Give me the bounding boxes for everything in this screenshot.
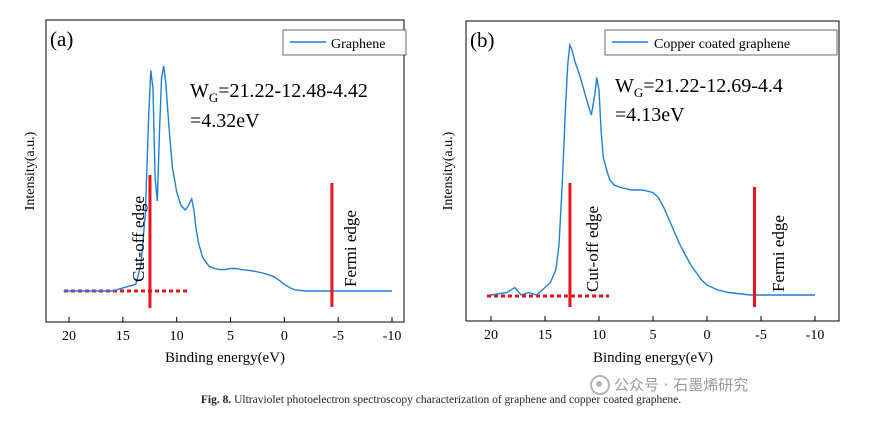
x-tick-label: 0 — [704, 328, 711, 343]
x-tick-label: -10 — [383, 329, 402, 344]
copper-coated-graphene-spectrum-line — [490, 42, 815, 296]
y-axis-label: Intensity(a.u.) — [441, 131, 456, 210]
x-tick-label: 20 — [484, 328, 498, 343]
x-tick-label: 10 — [592, 328, 606, 343]
caption-label: Fig. 8. — [200, 394, 232, 406]
x-tick-label: 5 — [650, 328, 657, 343]
cutoff-edge-label: Cut-off edge — [583, 206, 602, 292]
x-tick-label: 0 — [281, 329, 288, 344]
x-tick-label: -5 — [755, 328, 767, 343]
edge-markers — [568, 183, 757, 307]
fermi-edge-label: Fermi edge — [769, 215, 788, 292]
x-tick-label: 15 — [538, 328, 552, 343]
wechat-icon — [590, 374, 610, 395]
work-function-formula: WG=21.22-12.48-4.42 — [190, 80, 368, 105]
x-axis-label: Binding energy(eV) — [593, 350, 713, 366]
caption-text: Ultraviolet photoelectron spectroscopy c… — [231, 394, 682, 406]
panel-label: (b) — [470, 28, 495, 52]
graphene-spectrum-line — [63, 65, 392, 292]
y-axis-label: Intensity(a.u.) — [23, 131, 38, 210]
cutoff-edge-label: Cut-off edge — [129, 196, 148, 282]
fermi-edge-label: Fermi edge — [341, 210, 360, 287]
x-tick-label: 5 — [227, 329, 234, 344]
x-tick-label: 10 — [170, 329, 184, 344]
legend-label: Copper coated graphene — [654, 37, 790, 52]
x-tick-label: 20 — [62, 329, 76, 344]
x-tick-label: 15 — [116, 329, 130, 344]
watermark-text: 公众号 · 石墨烯研究 — [614, 376, 749, 394]
legend-label: Graphene — [331, 37, 385, 52]
x-tick-label: -5 — [332, 329, 344, 344]
work-function-result: =4.13eV — [615, 104, 685, 126]
x-tick-label: -10 — [806, 328, 825, 343]
edge-markers — [148, 175, 334, 308]
x-ticks: 20 15 10 5 0 -5 -10 — [62, 317, 401, 344]
x-ticks: 20 15 10 5 0 -5 -10 — [484, 316, 824, 343]
watermark: 公众号 · 石墨烯研究 — [590, 374, 748, 395]
panel-a: (a) Intensity(a.u.) Binding energy(eV) 2… — [23, 19, 407, 366]
plot-frame — [45, 19, 405, 323]
figure-caption: Fig. 8. Ultraviolet photoelectron spectr… — [0, 394, 882, 406]
panel-b: (b) Intensity(a.u.) Binding energy(eV) 2… — [441, 20, 840, 366]
x-axis-label: Binding energy(eV) — [165, 350, 285, 366]
panel-label: (a) — [50, 27, 73, 51]
work-function-result: =4.32eV — [190, 110, 260, 132]
work-function-formula: WG=21.22-12.69-4.4 — [615, 75, 783, 100]
